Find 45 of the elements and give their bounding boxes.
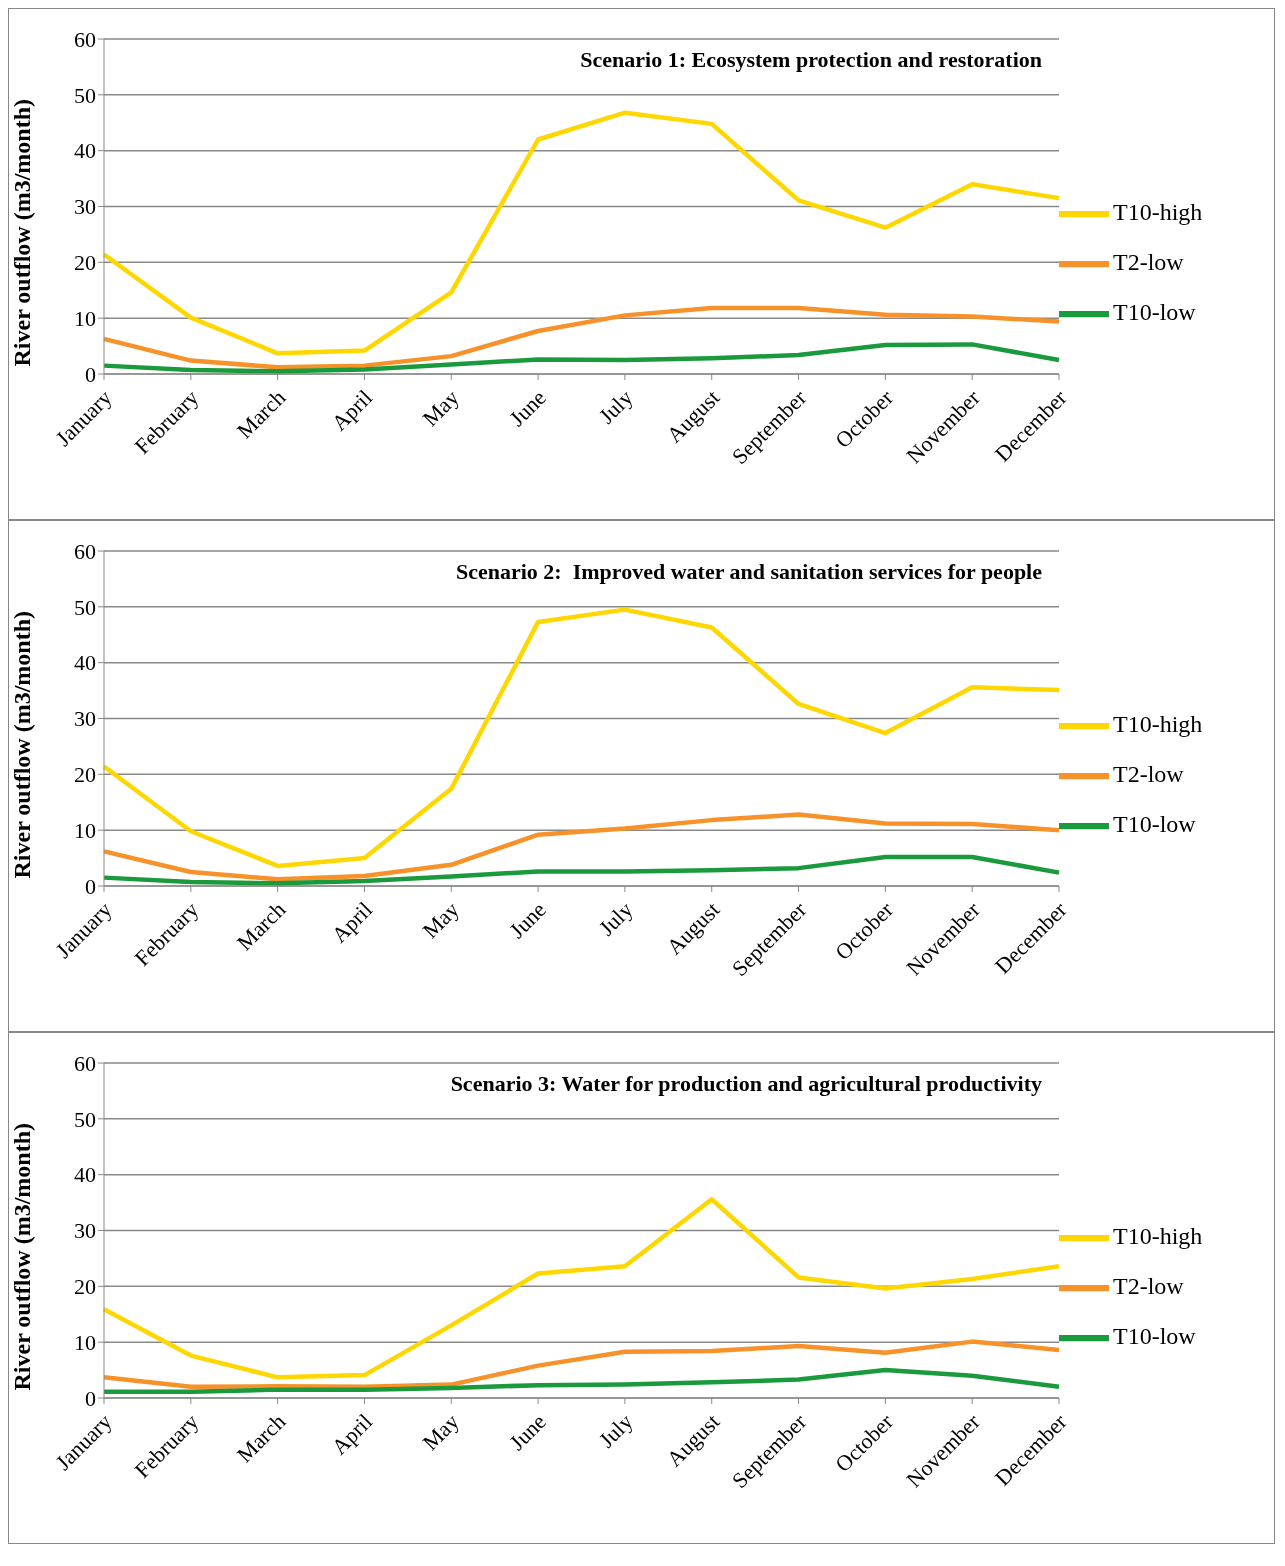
legend-label: T2-low — [1113, 760, 1184, 787]
legend-label: T10-high — [1113, 198, 1203, 225]
x-tick-label: June — [504, 384, 551, 432]
x-tick-label: May — [417, 384, 464, 432]
y-tick-label: 10 — [74, 817, 96, 843]
legend-label: T10-high — [1113, 710, 1203, 737]
x-tick-label: May — [417, 1408, 464, 1456]
x-tick-label: June — [504, 896, 551, 944]
x-tick-label: July — [593, 896, 638, 941]
legend-label: T10-high — [1113, 1222, 1203, 1249]
y-tick-label: 20 — [74, 250, 96, 276]
y-tick-label: 30 — [74, 194, 96, 220]
x-tick-label: July — [593, 1408, 638, 1453]
legend-label: T10-low — [1113, 1322, 1196, 1349]
legend-label: T2-low — [1113, 1272, 1184, 1299]
y-tick-label: 50 — [74, 82, 96, 108]
y-axis-title: River outflow (m3/month) — [8, 610, 35, 879]
y-tick-label: 40 — [74, 1162, 96, 1188]
chart-title: Scenario 1: Ecosystem protection and restoration — [580, 47, 1042, 73]
y-tick-label: 20 — [74, 1274, 96, 1300]
y-tick-label: 40 — [74, 138, 96, 164]
y-tick-label: 10 — [74, 305, 96, 331]
y-axis-title: River outflow (m3/month) — [8, 98, 35, 367]
y-tick-label: 0 — [85, 873, 96, 899]
y-axis-title: River outflow (m3/month) — [8, 1122, 35, 1391]
y-tick-label: 60 — [74, 1050, 96, 1076]
y-tick-label: 20 — [74, 762, 96, 788]
y-tick-label: 60 — [74, 538, 96, 564]
y-tick-label: 30 — [74, 1218, 96, 1244]
legend-label: T10-low — [1113, 298, 1196, 325]
y-tick-label: 40 — [74, 650, 96, 676]
chart-title: Scenario 3: Water for production and agricultural productivity — [450, 1071, 1042, 1097]
x-tick-label: May — [417, 896, 464, 944]
x-tick-label: July — [593, 384, 638, 429]
y-tick-label: 50 — [74, 1106, 96, 1132]
y-tick-label: 0 — [85, 361, 96, 387]
y-tick-label: 50 — [74, 594, 96, 620]
legend-label: T10-low — [1113, 810, 1196, 837]
y-tick-label: 30 — [74, 706, 96, 732]
legend-label: T2-low — [1113, 248, 1184, 275]
y-tick-label: 0 — [85, 1385, 96, 1411]
y-tick-label: 60 — [74, 26, 96, 52]
chart-title: Scenario 2: Improved water and sanitation services for people — [455, 559, 1042, 585]
y-tick-label: 10 — [74, 1329, 96, 1355]
x-tick-label: June — [504, 1408, 551, 1456]
